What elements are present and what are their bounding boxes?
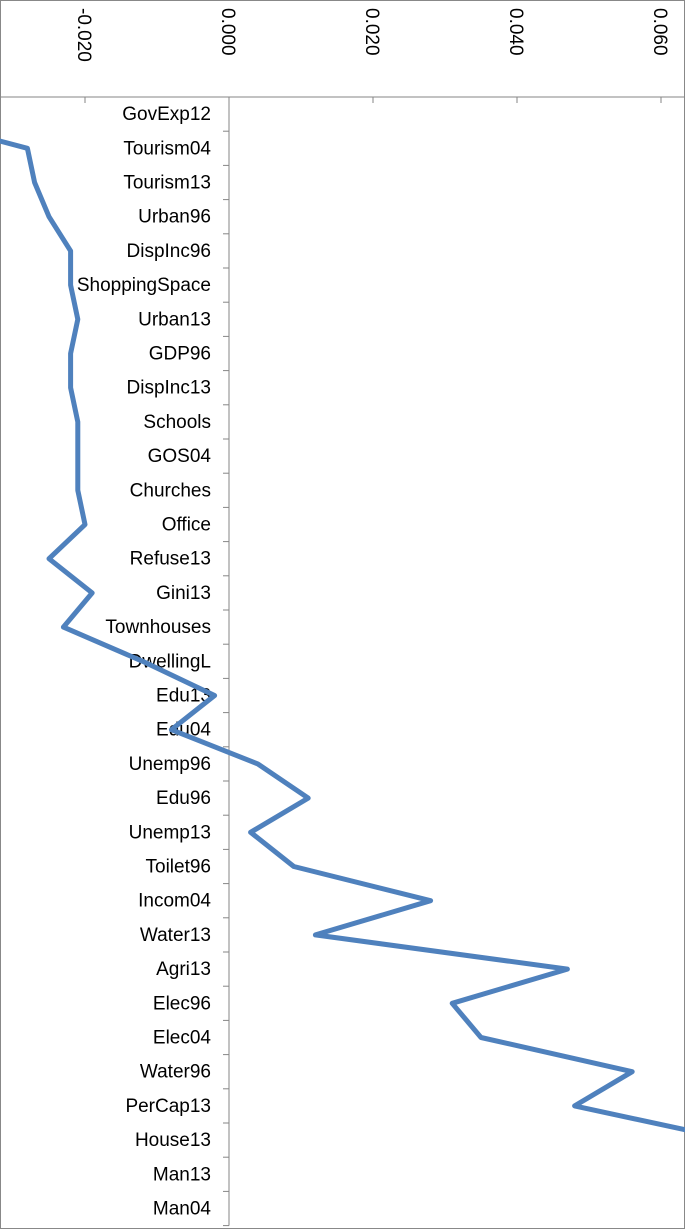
category-label: Tourism04 — [123, 138, 211, 159]
category-label: Man04 — [153, 1199, 212, 1220]
category-label: Schools — [143, 412, 211, 433]
category-label: Edu04 — [156, 720, 211, 741]
category-label: Unemp96 — [129, 754, 211, 775]
x-tick-label: 0.020 — [361, 8, 382, 56]
x-tick-label: -0.020 — [73, 8, 94, 62]
category-label: Unemp13 — [129, 822, 211, 843]
category-label: Water13 — [140, 925, 211, 946]
category-label: Churches — [130, 480, 211, 501]
category-label: GOS04 — [148, 446, 212, 467]
category-label: House13 — [135, 1130, 211, 1151]
category-label: Toilet96 — [146, 857, 212, 878]
category-label: Man13 — [153, 1164, 211, 1185]
x-tick-label: 0.000 — [217, 8, 238, 56]
series-layer — [0, 138, 685, 1133]
category-label: Gini13 — [156, 583, 211, 604]
x-axis: -0.060-0.040-0.0200.0000.0200.0400.0600.… — [0, 8, 685, 103]
category-label: PerCap13 — [125, 1096, 211, 1117]
category-label: ShoppingSpace — [77, 275, 211, 296]
category-label: DispInc13 — [127, 378, 212, 399]
category-label: Edu13 — [156, 686, 211, 707]
category-label: Tourism13 — [123, 173, 211, 194]
category-label: Urban13 — [138, 309, 211, 330]
x-tick-label: 0.060 — [649, 8, 670, 56]
category-label: Refuse13 — [130, 549, 211, 570]
category-label: Water96 — [140, 1062, 211, 1083]
x-tick-label: 0.040 — [505, 8, 526, 56]
category-label: Townhouses — [105, 617, 211, 638]
category-label: GovExp12 — [122, 104, 211, 125]
category-label: DispInc96 — [127, 241, 212, 262]
category-label: Incom04 — [138, 891, 211, 912]
category-label: Edu96 — [156, 788, 211, 809]
category-label: GDP96 — [149, 344, 211, 365]
category-label: Office — [162, 515, 211, 536]
category-label: Agri13 — [156, 959, 211, 980]
category-label: Elec96 — [153, 993, 211, 1014]
category-label: Elec04 — [153, 1028, 212, 1049]
category-label: Urban96 — [138, 207, 211, 228]
